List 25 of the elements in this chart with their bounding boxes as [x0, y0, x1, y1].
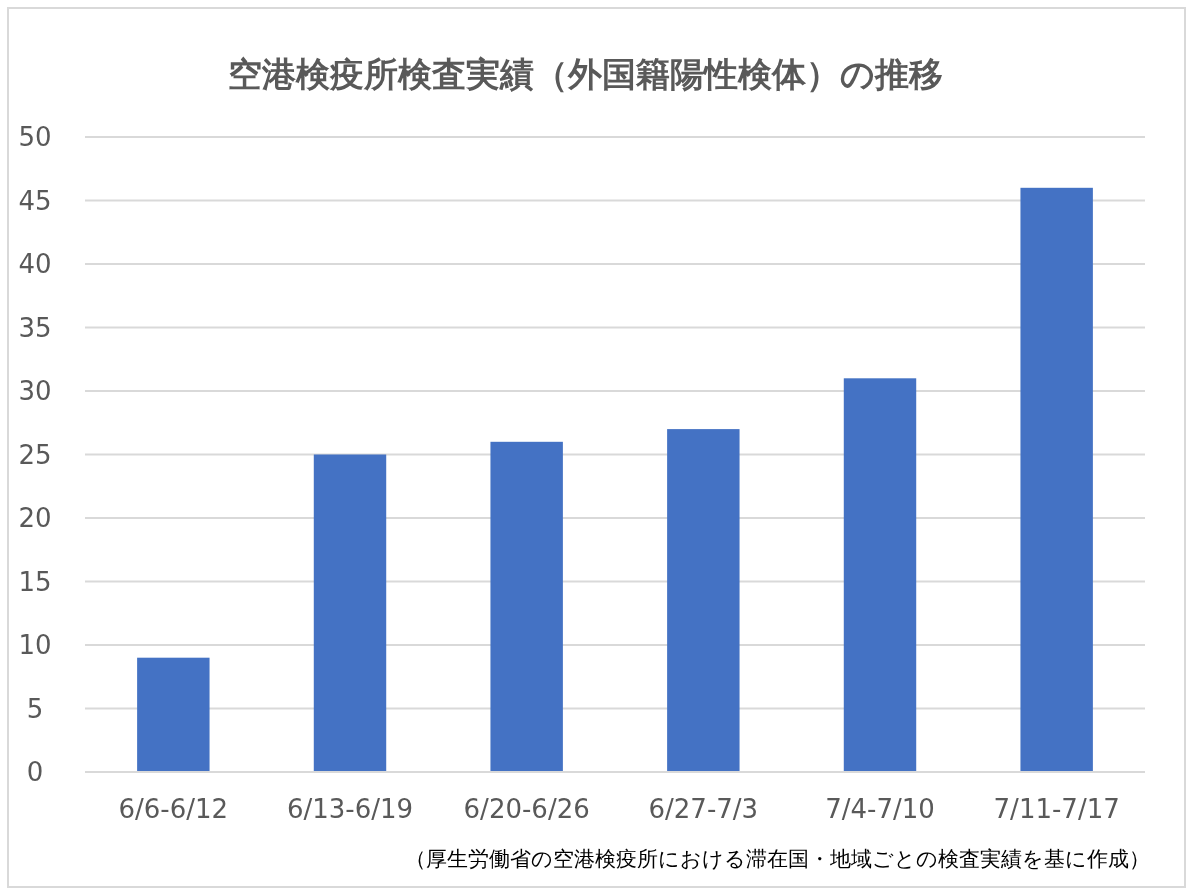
x-tick-label: 6/6-6/12: [118, 794, 229, 824]
y-tick-label: 5: [26, 693, 44, 724]
chart-title: 空港検疫所検査実績（外国籍陽性検体）の推移: [227, 54, 943, 94]
bar: [490, 441, 563, 772]
x-tick-label: 6/13-6/19: [286, 794, 414, 824]
y-tick-label: 30: [18, 376, 52, 406]
y-tick-label: 45: [18, 185, 52, 216]
x-tick-label: 7/4-7/10: [825, 794, 935, 824]
text: （厚生労働省の空港検疫所における滞在国・地域ごとの検査実績を基に作成）: [405, 847, 1150, 871]
y-tick-label: 25: [18, 439, 52, 470]
y-tick-label: 35: [18, 312, 52, 343]
y-tick-label: 10: [18, 630, 52, 660]
x-tick-label: 7/11-7/17: [993, 794, 1120, 824]
y-tick-label: 0: [26, 757, 44, 787]
x-tick-label: 6/27-7/3: [648, 794, 759, 824]
bar: [1020, 187, 1093, 772]
bar: [667, 429, 740, 772]
y-tick-label: 50: [18, 122, 52, 152]
x-tick-label: 6/20-6/26: [463, 794, 590, 824]
y-tick-label: 40: [18, 249, 52, 279]
bar: [843, 378, 917, 772]
bar: [137, 657, 210, 772]
y-tick-label: 20: [18, 503, 52, 533]
bar: [313, 454, 387, 772]
y-tick-label: 15: [18, 566, 52, 597]
